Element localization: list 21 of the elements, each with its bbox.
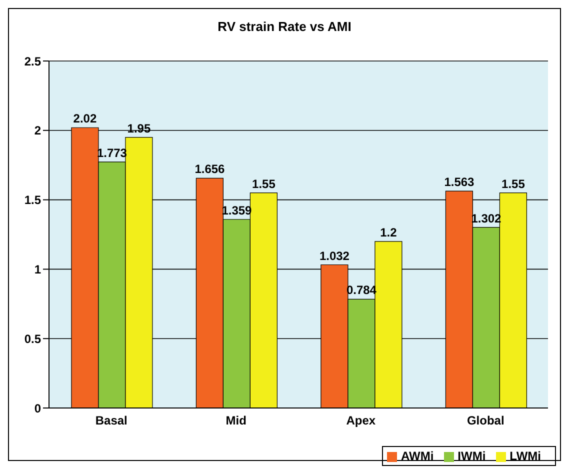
- chart-title: RV strain Rate vs AMI: [216, 18, 352, 36]
- x-tick-label: Global: [466, 414, 504, 428]
- data-label: 1.2: [380, 225, 398, 240]
- x-tick-label: Apex: [346, 414, 376, 428]
- legend-label: LWMi: [510, 449, 541, 463]
- data-label: 1.55: [252, 176, 276, 191]
- y-tick-label: 2: [34, 124, 42, 138]
- data-label: 1.563: [444, 175, 475, 190]
- y-tick-label: 0: [34, 401, 42, 416]
- data-label: 1.032: [319, 248, 350, 263]
- data-label: 1.656: [194, 162, 226, 176]
- data-label: 2.02: [73, 112, 97, 126]
- x-tick-label: Mid: [226, 414, 246, 428]
- y-tick-label: 2.5: [24, 54, 42, 68]
- y-tick-label: 0.5: [24, 332, 42, 346]
- legend-label: AWMi: [401, 449, 434, 463]
- legend-label: IWMi: [458, 449, 486, 463]
- x-tick-label: Basal: [95, 414, 128, 428]
- y-tick-label: 1: [34, 262, 42, 276]
- data-label: 1.55: [502, 176, 526, 191]
- y-tick-label: 1.5: [24, 193, 42, 208]
